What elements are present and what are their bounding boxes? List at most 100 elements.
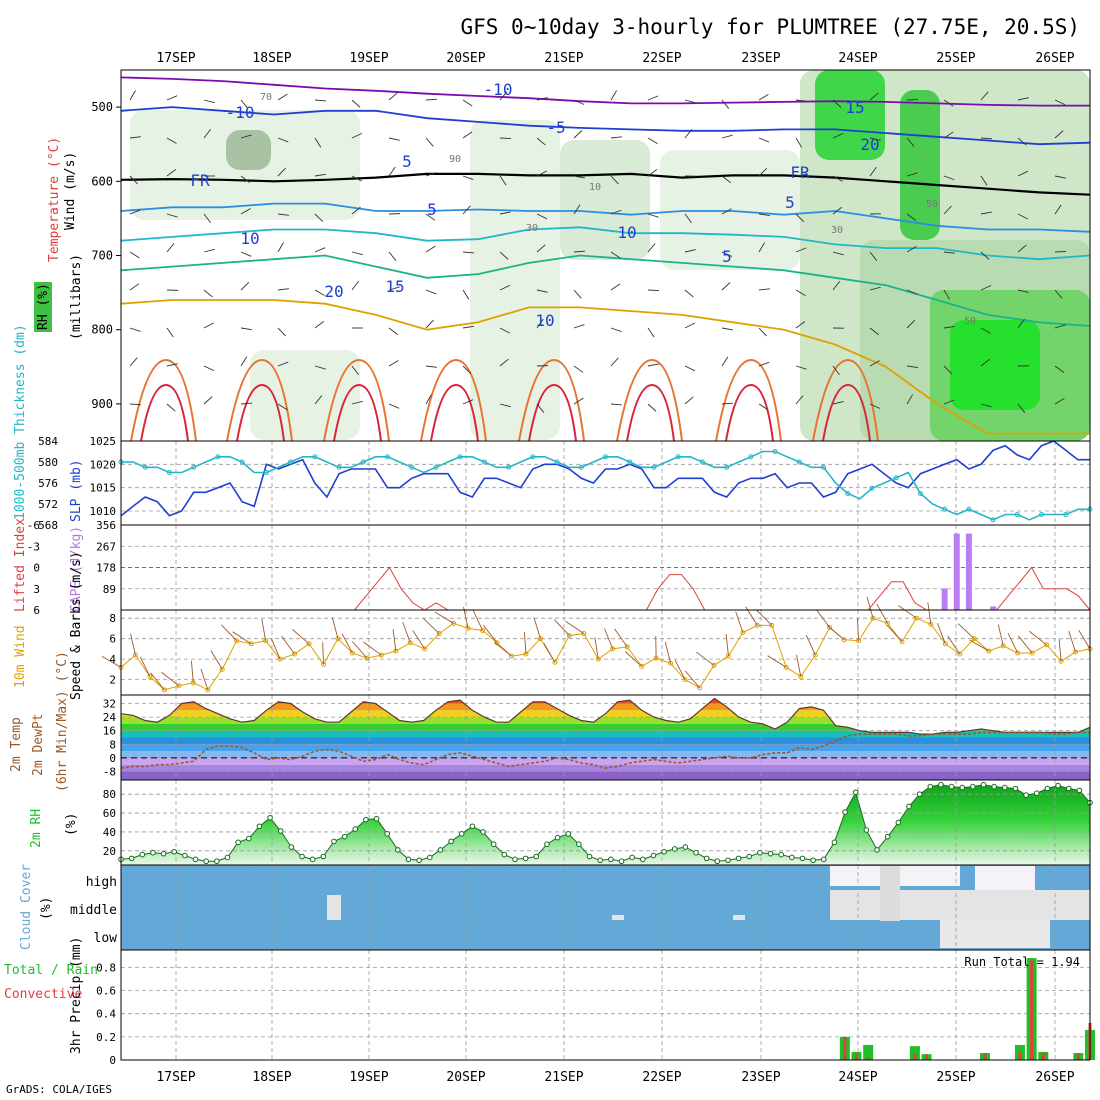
data-point — [378, 652, 384, 658]
wind-barb — [898, 605, 917, 619]
wind-barb — [1007, 633, 1019, 654]
panel-thickness-slp — [120, 440, 1091, 526]
y-axis-label: 10m Wind — [13, 625, 28, 688]
wind-barb — [462, 99, 473, 107]
wind-barb — [906, 213, 917, 221]
wind-barb — [352, 641, 368, 659]
contour-label: 10 — [240, 229, 259, 248]
wind-barb — [221, 624, 238, 642]
wind-barb — [499, 327, 510, 334]
cape-bar — [965, 533, 972, 610]
data-point — [522, 855, 529, 862]
wind-barb — [943, 399, 955, 405]
wind-barb — [425, 289, 437, 295]
data-point — [256, 823, 263, 830]
wind-barb — [277, 403, 288, 411]
data-point — [699, 459, 705, 465]
data-point — [506, 464, 512, 470]
wind-barb — [980, 251, 990, 260]
cape-bar — [990, 606, 997, 610]
data-point — [292, 651, 298, 657]
data-point — [277, 828, 284, 834]
wind-barb — [795, 99, 807, 102]
data-point — [746, 853, 753, 860]
contour-label: 5 — [785, 193, 795, 212]
wind-barb — [240, 99, 249, 109]
y-tick-label: 356 — [96, 519, 116, 532]
rh-shade — [815, 70, 885, 160]
y-axis-label: 3hr Precip (mm) — [69, 937, 84, 1054]
data-point — [767, 850, 774, 857]
wind-barb — [721, 251, 733, 257]
wind-barb — [816, 609, 831, 628]
data-point — [1055, 782, 1061, 789]
y-tick-label: 800 — [91, 323, 113, 337]
wind-barb — [166, 213, 178, 218]
day-label-top: 26SEP — [1035, 51, 1074, 66]
contour-label: 5 — [427, 200, 437, 219]
wind-barb — [610, 90, 618, 101]
wind-barb — [943, 175, 955, 181]
data-point — [754, 622, 760, 628]
wind-barb — [573, 289, 582, 299]
isotherm-line — [120, 226, 1091, 261]
wind-barb — [277, 327, 286, 337]
wind-barb — [129, 136, 141, 139]
data-point — [906, 803, 912, 810]
wind-barb — [980, 285, 992, 291]
day-label-bottom: 18SEP — [252, 1070, 291, 1085]
wind-barb — [610, 175, 619, 185]
wind-barb — [906, 289, 918, 295]
data-point — [150, 849, 156, 856]
wind-barb — [943, 131, 954, 139]
data-point — [309, 856, 316, 863]
data-point — [671, 846, 678, 852]
data-point — [899, 639, 905, 645]
wind-barb — [533, 617, 541, 639]
wind-barb — [425, 172, 437, 177]
wind-barb — [758, 288, 770, 291]
wind-barb — [129, 403, 142, 406]
temp-band — [121, 751, 1090, 758]
data-point — [306, 641, 312, 647]
convective-bar — [913, 1054, 917, 1060]
cloud-row-label: high — [86, 875, 117, 890]
wind-barb — [203, 322, 214, 329]
data-point — [778, 851, 784, 858]
wind-barb — [292, 629, 310, 645]
hot-contour — [333, 383, 382, 442]
wind-barb — [647, 169, 658, 177]
wind-barb — [573, 397, 584, 405]
precip-bar — [863, 1044, 874, 1060]
wind-barb — [947, 635, 961, 655]
wind-barb — [980, 137, 993, 140]
wind-barb — [610, 327, 622, 333]
wind-barb — [203, 248, 215, 253]
y-axis-label: RH (%) — [36, 283, 51, 330]
wind-barb — [943, 326, 955, 329]
data-point — [147, 674, 153, 680]
hot-contour — [822, 383, 871, 442]
wind-barb — [472, 610, 483, 631]
data-point — [1012, 785, 1019, 792]
wind-barb — [594, 637, 599, 660]
data-point — [870, 615, 876, 621]
wind-barb — [1017, 170, 1029, 177]
data-point — [893, 475, 899, 481]
wind-barb — [869, 137, 881, 141]
y-tick-label: 0.8 — [96, 961, 116, 974]
wind-barb — [647, 327, 655, 338]
rh-shade — [470, 120, 560, 440]
run-total-annotation: Run Total = 1.94 — [964, 955, 1080, 969]
chart-title: GFS 0~10day 3-hourly for PLUMTREE (27.75… — [460, 15, 1080, 39]
wind-barb — [573, 365, 584, 373]
contour-label: 30 — [831, 225, 843, 236]
data-point — [384, 454, 390, 460]
wind-barb — [647, 137, 658, 145]
wind-barb — [240, 251, 252, 257]
data-point — [448, 838, 454, 845]
y-tick-label: 80 — [103, 788, 116, 801]
wind-barb — [240, 356, 248, 367]
data-point — [697, 685, 703, 691]
wind-barb — [402, 621, 411, 643]
